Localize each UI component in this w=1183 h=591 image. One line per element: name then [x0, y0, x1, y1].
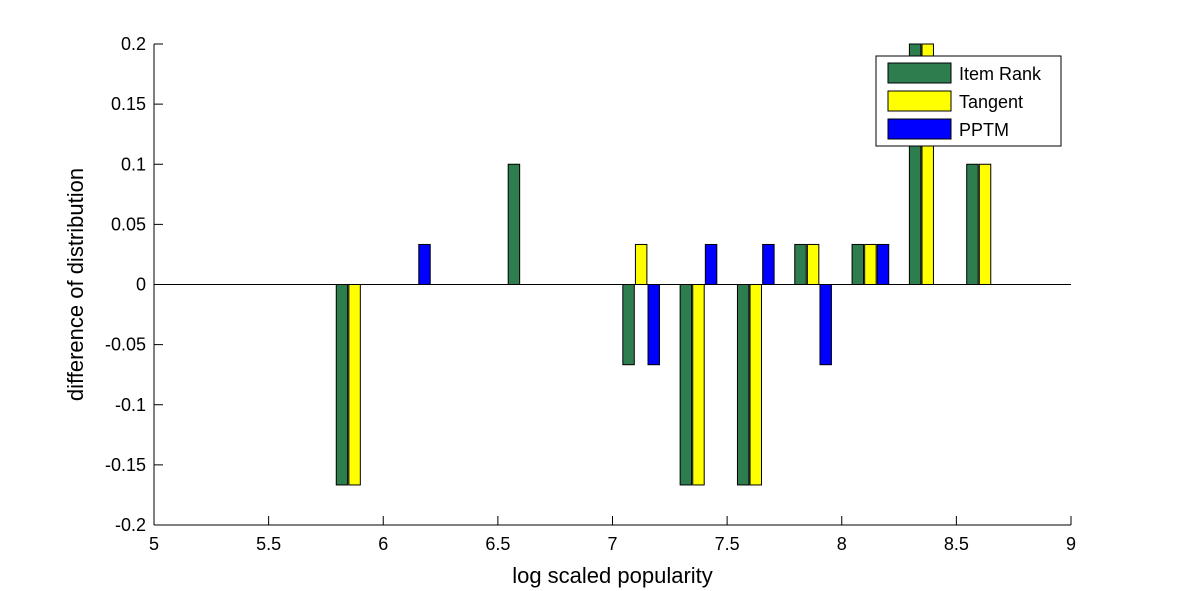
y-tick-label: -0.15: [105, 455, 146, 475]
bar-pptm: [876, 243, 890, 286]
y-tick-label: 0.05: [111, 214, 146, 234]
x-tick-label: 5: [149, 534, 159, 554]
legend-label: Item Rank: [959, 64, 1042, 84]
bar-pptm: [647, 284, 660, 366]
y-tick-label: 0: [136, 275, 146, 295]
bar-item-rank: [622, 284, 635, 366]
bar-tangent: [634, 243, 648, 286]
legend: Item Rank Tangent PPTM: [875, 55, 1062, 147]
legend-label: PPTM: [959, 120, 1009, 140]
legend-swatch: [887, 90, 952, 112]
bar-tangent: [692, 284, 705, 486]
bar-tangent: [749, 284, 763, 486]
x-tick-label: 8: [837, 534, 847, 554]
x-axis-label: log scaled popularity: [512, 563, 713, 588]
bar-pptm: [819, 284, 832, 366]
y-tick-label: -0.1: [115, 395, 146, 415]
bar-tangent: [348, 284, 361, 486]
legend-swatch: [887, 62, 952, 84]
y-tick-label: -0.05: [105, 335, 146, 355]
bar-tangent: [978, 163, 992, 285]
bar-item-rank: [335, 284, 349, 486]
bar-pptm: [762, 243, 775, 286]
x-ticks-group: 5 5.5 6 6.5 7 7.5 8 8.5 9: [149, 516, 1076, 554]
x-tick-label: 7.5: [715, 534, 740, 554]
bar-item-rank: [507, 163, 521, 285]
bar-pptm: [418, 243, 431, 286]
bar-tangent: [864, 243, 877, 286]
y-ticks-group: -0.2 -0.15 -0.1 -0.05 0 0.05 0.1 0.15 0.2: [105, 34, 163, 535]
bar-tangent: [806, 243, 820, 286]
x-tick-label: 8.5: [944, 534, 969, 554]
y-tick-label: 0.15: [111, 94, 146, 114]
y-tick-label: -0.2: [115, 515, 146, 535]
x-tick-label: 6: [378, 534, 388, 554]
bar-item-rank: [736, 284, 750, 486]
bar-item-rank: [966, 163, 979, 285]
x-tick-label: 9: [1066, 534, 1076, 554]
bar-pptm: [704, 243, 718, 286]
x-tick-label: 6.5: [485, 534, 510, 554]
legend-swatch: [887, 118, 952, 140]
y-tick-label: 0.1: [121, 154, 146, 174]
x-tick-label: 7: [607, 534, 617, 554]
bar-item-rank: [851, 243, 865, 286]
legend-label: Tangent: [959, 92, 1023, 112]
y-axis-label: difference of distribution: [63, 168, 88, 401]
bar-item-rank: [794, 243, 807, 286]
bar-item-rank: [679, 284, 693, 486]
x-tick-label: 5.5: [256, 534, 281, 554]
y-tick-label: 0.2: [121, 34, 146, 54]
